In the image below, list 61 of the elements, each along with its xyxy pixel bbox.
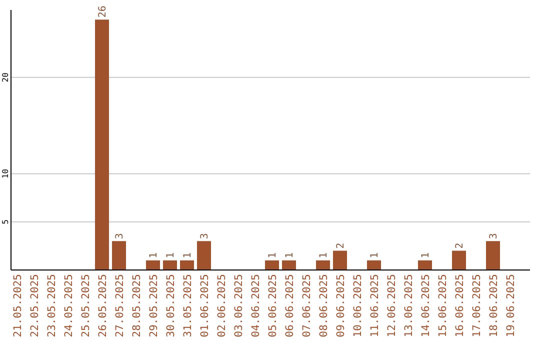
x-tick-label: 09.06.2025 [335, 274, 347, 338]
bar [316, 260, 330, 270]
data-label: 1 [370, 252, 380, 258]
data-label: 1 [182, 252, 194, 258]
x-tick-label: 24.05.2025 [63, 274, 75, 338]
bar [163, 260, 177, 270]
x-tick-label: 01.06.2025 [199, 274, 211, 338]
data-label: 1 [284, 252, 296, 258]
x-tick-label: 03.06.2025 [233, 274, 245, 338]
bar [418, 260, 432, 270]
x-tick-label: 07.06.2025 [301, 274, 313, 338]
x-tick-label: 25.05.2025 [80, 274, 92, 338]
bar [146, 260, 160, 270]
data-label: 1 [318, 252, 330, 258]
data-label: 2 [454, 242, 466, 249]
bar [486, 241, 500, 270]
x-tick-label: 19.06.2025 [505, 274, 517, 338]
x-tick-label: 31.05.2025 [182, 274, 194, 338]
x-tick-label: 28.05.2025 [131, 274, 143, 338]
x-tick-label: 12.06.2025 [386, 274, 398, 338]
x-tick-label: 08.06.2025 [318, 274, 330, 338]
data-label: 2 [336, 242, 346, 249]
x-tick-label: 22.05.2025 [29, 274, 41, 338]
x-tick-label: 13.06.2025 [403, 274, 415, 338]
x-tick-label: 29.05.2025 [148, 274, 160, 338]
x-tick-label: 11.06.2025 [369, 274, 381, 338]
bar [197, 241, 211, 270]
x-tick-label: 18.06.2025 [488, 274, 500, 338]
x-tick-label: 27.05.2025 [114, 274, 126, 338]
x-tick-label: 15.06.2025 [437, 274, 449, 338]
data-label: 3 [200, 233, 210, 240]
x-tick-label: 17.06.2025 [471, 274, 483, 338]
bar [333, 250, 347, 270]
bar [282, 260, 296, 270]
y-tick-label: 10 [1, 168, 10, 179]
data-label: 1 [268, 252, 278, 258]
data-label: 3 [114, 233, 126, 240]
data-label: 3 [488, 233, 500, 240]
data-label: 1 [166, 252, 176, 258]
x-tick-label: 04.06.2025 [250, 274, 262, 338]
x-tick-label: 30.05.2025 [165, 274, 177, 338]
x-tick-label: 05.06.2025 [267, 274, 279, 338]
bar [265, 260, 279, 270]
data-label: 26 [98, 6, 108, 18]
x-tick-label: 10.06.2025 [352, 274, 364, 338]
y-tick-label: 20 [1, 72, 10, 82]
x-tick-label: 02.06.2025 [216, 274, 228, 338]
x-tick-label: 06.06.2025 [284, 274, 296, 338]
x-tick-label: 23.05.2025 [46, 274, 58, 338]
data-label: 1 [420, 252, 432, 258]
bar [452, 250, 466, 270]
x-tick-label: 14.06.2025 [420, 274, 432, 338]
x-tick-label: 21.05.2025 [12, 274, 24, 338]
bar [112, 241, 126, 270]
bar [367, 260, 381, 270]
y-tick-label: 5 [1, 219, 10, 224]
bar [95, 20, 109, 270]
bar [180, 260, 194, 270]
data-label: 1 [148, 252, 160, 258]
x-tick-label: 26.05.2025 [97, 274, 109, 338]
x-tick-label: 16.06.2025 [454, 274, 466, 338]
